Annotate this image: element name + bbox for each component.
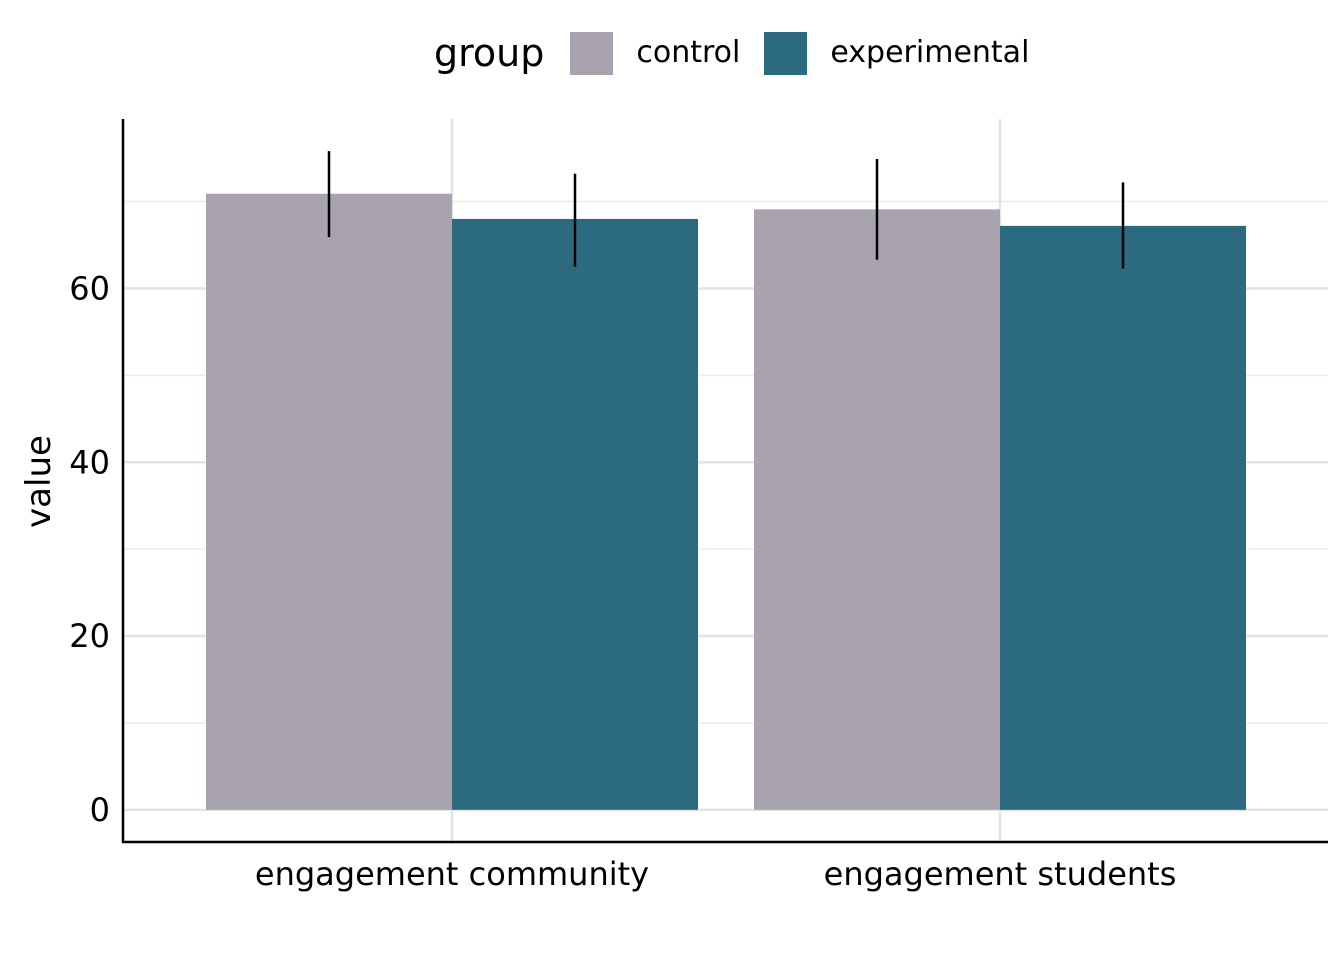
- y-tick-label: 20: [69, 617, 110, 655]
- y-tick-label: 0: [90, 791, 110, 829]
- legend-label-control: control: [636, 35, 741, 70]
- x-tick-label: engagement community: [255, 855, 649, 893]
- y-axis-title: value: [19, 435, 59, 528]
- bar-experimental: [452, 218, 698, 810]
- legend-item-control: control: [570, 31, 741, 75]
- y-tick-label: 40: [69, 443, 110, 481]
- legend-label-experimental: experimental: [830, 35, 1030, 70]
- legend-item-experimental: experimental: [764, 31, 1030, 75]
- x-tick-label: engagement students: [824, 855, 1177, 893]
- legend-key-experimental: [764, 31, 808, 75]
- legend: group control experimental: [434, 28, 1053, 78]
- y-tick-label: 60: [69, 269, 110, 307]
- bar-control: [206, 193, 452, 810]
- legend-title: group: [434, 31, 545, 75]
- bar-control: [754, 209, 1000, 810]
- legend-key-control: [570, 31, 614, 75]
- bar-experimental: [1000, 225, 1246, 810]
